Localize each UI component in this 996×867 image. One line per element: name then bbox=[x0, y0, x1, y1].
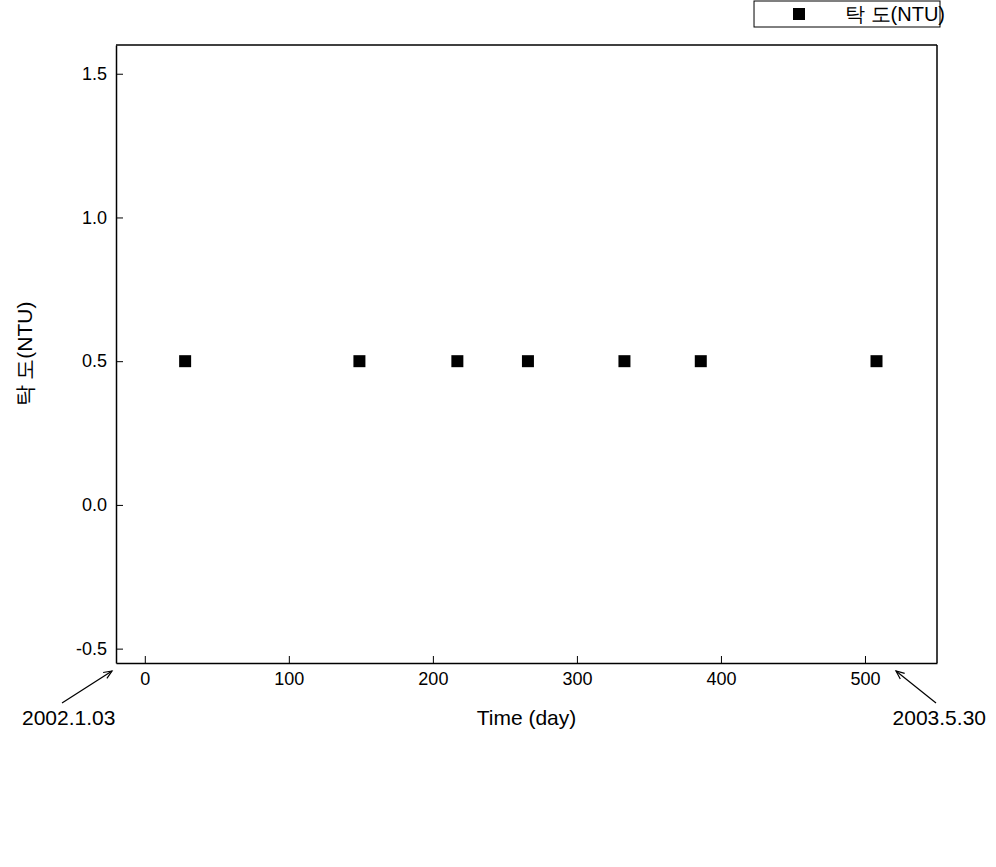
x-tick-mark bbox=[577, 656, 578, 663]
data-point bbox=[353, 355, 365, 367]
x-tick: 0 bbox=[140, 656, 150, 689]
y-tick: 1.5 bbox=[82, 64, 123, 84]
x-tick-label: 500 bbox=[850, 669, 880, 689]
data-point bbox=[522, 355, 534, 367]
x-tick: 400 bbox=[706, 656, 736, 689]
x-tick: 300 bbox=[562, 656, 592, 689]
x-tick-label: 300 bbox=[562, 669, 592, 689]
data-point bbox=[179, 355, 191, 367]
plot-area bbox=[179, 355, 882, 367]
y-tick-mark bbox=[116, 505, 123, 506]
x-tick-mark bbox=[289, 656, 290, 663]
x-tick-label: 200 bbox=[418, 669, 448, 689]
x-tick-mark bbox=[433, 656, 434, 663]
x-tick-label: 0 bbox=[140, 669, 150, 689]
annotation: 2003.5.30 bbox=[893, 706, 986, 729]
y-tick-label: -0.5 bbox=[76, 639, 107, 659]
y-tick-label: 1.0 bbox=[82, 208, 107, 228]
chart-root: 0 100 200 300 400 500 -0.5 0.0 0.5 1.0 1.5 Time (da… bbox=[13, 1, 986, 729]
y-tick-mark bbox=[116, 361, 123, 362]
y-axis: -0.5 0.0 0.5 1.0 1.5 bbox=[76, 46, 123, 664]
legend: 탁 도(NTU) bbox=[754, 1, 945, 27]
data-point bbox=[871, 355, 883, 367]
y-axis-title: 탁 도(NTU) bbox=[13, 302, 36, 407]
y-tick: 0.5 bbox=[82, 351, 123, 371]
x-tick-mark bbox=[865, 656, 866, 663]
x-tick-label: 400 bbox=[706, 669, 736, 689]
frame-top bbox=[116, 44, 937, 46]
y-tick: 1.0 bbox=[82, 208, 123, 228]
x-axis: 0 100 200 300 400 500 bbox=[117, 656, 938, 689]
x-tick-mark bbox=[145, 656, 146, 663]
y-tick-mark bbox=[116, 74, 123, 75]
y-tick: 0.0 bbox=[82, 495, 123, 515]
y-tick-label: 0.5 bbox=[82, 351, 107, 371]
x-tick: 500 bbox=[850, 656, 880, 689]
x-axis-line bbox=[117, 663, 938, 665]
y-tick-mark bbox=[116, 217, 123, 218]
y-tick-label: 1.5 bbox=[82, 64, 107, 84]
legend-item: 탁 도(NTU) bbox=[793, 3, 945, 25]
annotation-arrow bbox=[896, 671, 936, 703]
x-tick: 100 bbox=[274, 656, 304, 689]
x-tick-label: 100 bbox=[274, 669, 304, 689]
x-axis-title: Time (day) bbox=[477, 706, 577, 729]
annotation: 2002.1.03 bbox=[22, 706, 115, 729]
annotation-arrow-head bbox=[896, 671, 905, 679]
data-point bbox=[618, 355, 630, 367]
y-axis-line bbox=[116, 46, 118, 664]
legend-label: 탁 도(NTU) bbox=[845, 3, 945, 25]
y-tick-mark bbox=[116, 649, 123, 650]
y-tick-label: 0.0 bbox=[82, 495, 107, 515]
data-point bbox=[451, 355, 463, 367]
x-tick: 200 bbox=[418, 656, 448, 689]
frame-right bbox=[936, 45, 938, 663]
data-point bbox=[695, 355, 707, 367]
x-tick-mark bbox=[721, 656, 722, 663]
y-tick: -0.5 bbox=[76, 639, 123, 659]
annotation-arrow-head bbox=[103, 671, 112, 678]
legend-marker bbox=[793, 8, 805, 20]
annotation-arrow bbox=[62, 671, 112, 703]
